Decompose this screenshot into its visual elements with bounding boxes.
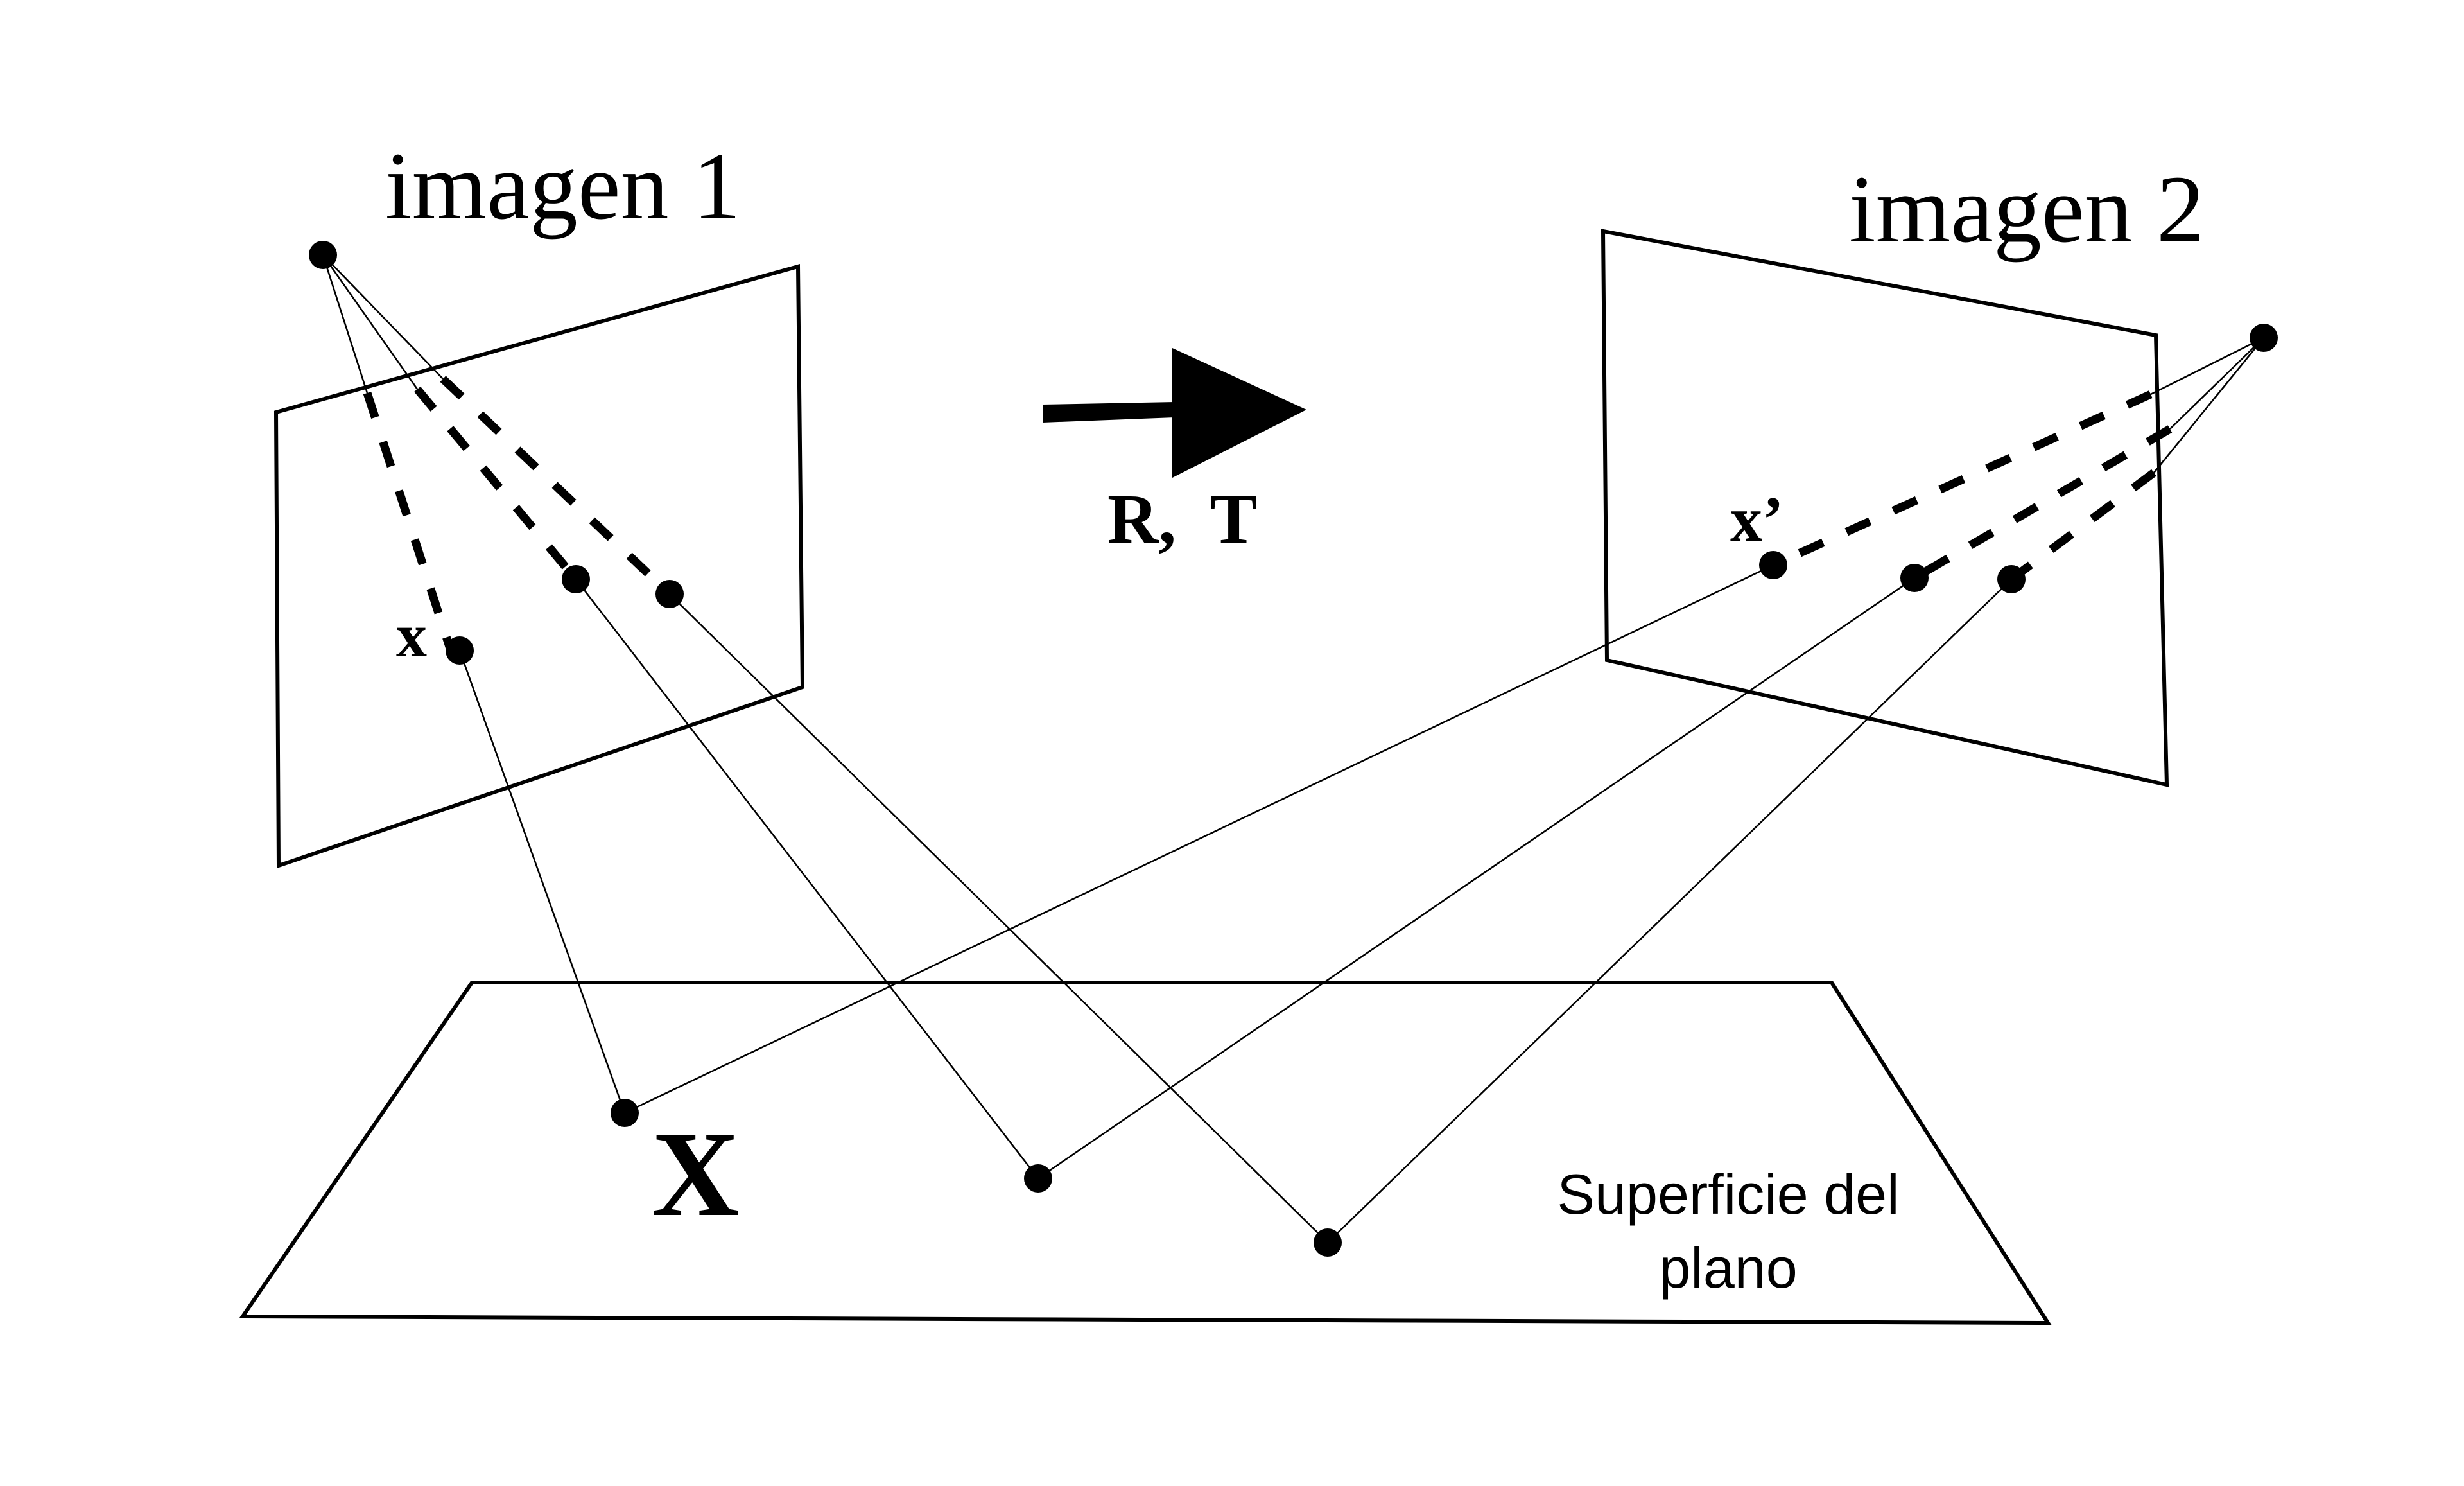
plane-label-line-1: Superficie del xyxy=(1557,1162,1899,1226)
transform-arrow-icon xyxy=(1043,348,1306,478)
camera-1-dashed-projections xyxy=(363,376,673,651)
world-point-label: X xyxy=(652,1107,740,1242)
image1-point-x xyxy=(446,636,474,665)
image-2-title: imagen 2 xyxy=(1849,156,2205,263)
image1-point-3 xyxy=(655,580,684,608)
image-plane-2 xyxy=(1601,229,2169,787)
camera-2-rays xyxy=(2150,337,2265,473)
image2-point-2 xyxy=(1900,564,1929,592)
plane-point-X xyxy=(611,1099,639,1127)
camera-center-2 xyxy=(2250,324,2278,352)
rays-image2-to-plane xyxy=(624,564,2012,1243)
point-x-label: x xyxy=(396,601,427,670)
point-x-prime-label: x’ xyxy=(1730,484,1783,555)
image-plane-1 xyxy=(273,264,805,869)
rays-image1-to-plane xyxy=(458,579,1328,1243)
camera-2-dashed-projections xyxy=(1771,390,2173,583)
image-1-title: imagen 1 xyxy=(385,133,741,240)
transform-label: R, T xyxy=(1107,480,1257,558)
plane-label-line-2: plano xyxy=(1659,1236,1797,1300)
plane-point-2 xyxy=(1024,1164,1052,1193)
image1-point-2 xyxy=(562,565,590,593)
ground-plane xyxy=(239,981,2052,1325)
camera-1-rays xyxy=(322,254,444,394)
camera-center-1 xyxy=(309,241,337,269)
image2-point-3 xyxy=(1997,565,2026,593)
plane-point-3 xyxy=(1314,1228,1342,1257)
image2-point-x-prime xyxy=(1759,551,1787,579)
